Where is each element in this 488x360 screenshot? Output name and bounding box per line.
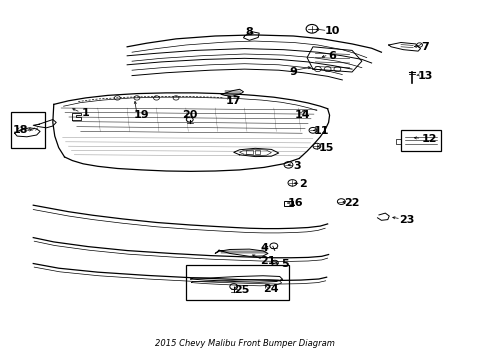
Text: 22: 22 xyxy=(344,198,359,208)
Text: 21: 21 xyxy=(260,256,275,266)
Text: 12: 12 xyxy=(421,134,436,144)
Text: 9: 9 xyxy=(289,67,297,77)
Text: 6: 6 xyxy=(328,51,336,61)
Bar xyxy=(11,112,45,148)
Text: 24: 24 xyxy=(263,284,279,294)
Bar xyxy=(283,201,293,206)
Text: 3: 3 xyxy=(293,161,301,171)
Text: 11: 11 xyxy=(313,126,329,136)
Text: 17: 17 xyxy=(225,96,241,106)
Text: 14: 14 xyxy=(294,110,309,120)
Text: 19: 19 xyxy=(134,110,149,120)
Text: 18: 18 xyxy=(13,125,28,135)
Text: 13: 13 xyxy=(417,71,432,81)
Bar xyxy=(185,265,288,300)
Text: 10: 10 xyxy=(324,26,340,36)
Text: 15: 15 xyxy=(318,143,334,153)
Text: 8: 8 xyxy=(245,27,253,37)
Bar xyxy=(255,150,260,154)
Text: 5: 5 xyxy=(280,258,288,269)
Text: 2: 2 xyxy=(299,179,306,189)
Text: 23: 23 xyxy=(398,215,414,225)
Text: 25: 25 xyxy=(233,285,249,295)
Text: 1: 1 xyxy=(81,108,89,118)
Text: 4: 4 xyxy=(260,243,267,253)
Text: 2015 Chevy Malibu Front Bumper Diagram: 2015 Chevy Malibu Front Bumper Diagram xyxy=(154,339,334,348)
Bar xyxy=(400,130,440,151)
Text: 20: 20 xyxy=(182,110,197,120)
Text: 16: 16 xyxy=(287,198,303,208)
Bar xyxy=(246,150,253,154)
Text: 7: 7 xyxy=(421,42,428,52)
